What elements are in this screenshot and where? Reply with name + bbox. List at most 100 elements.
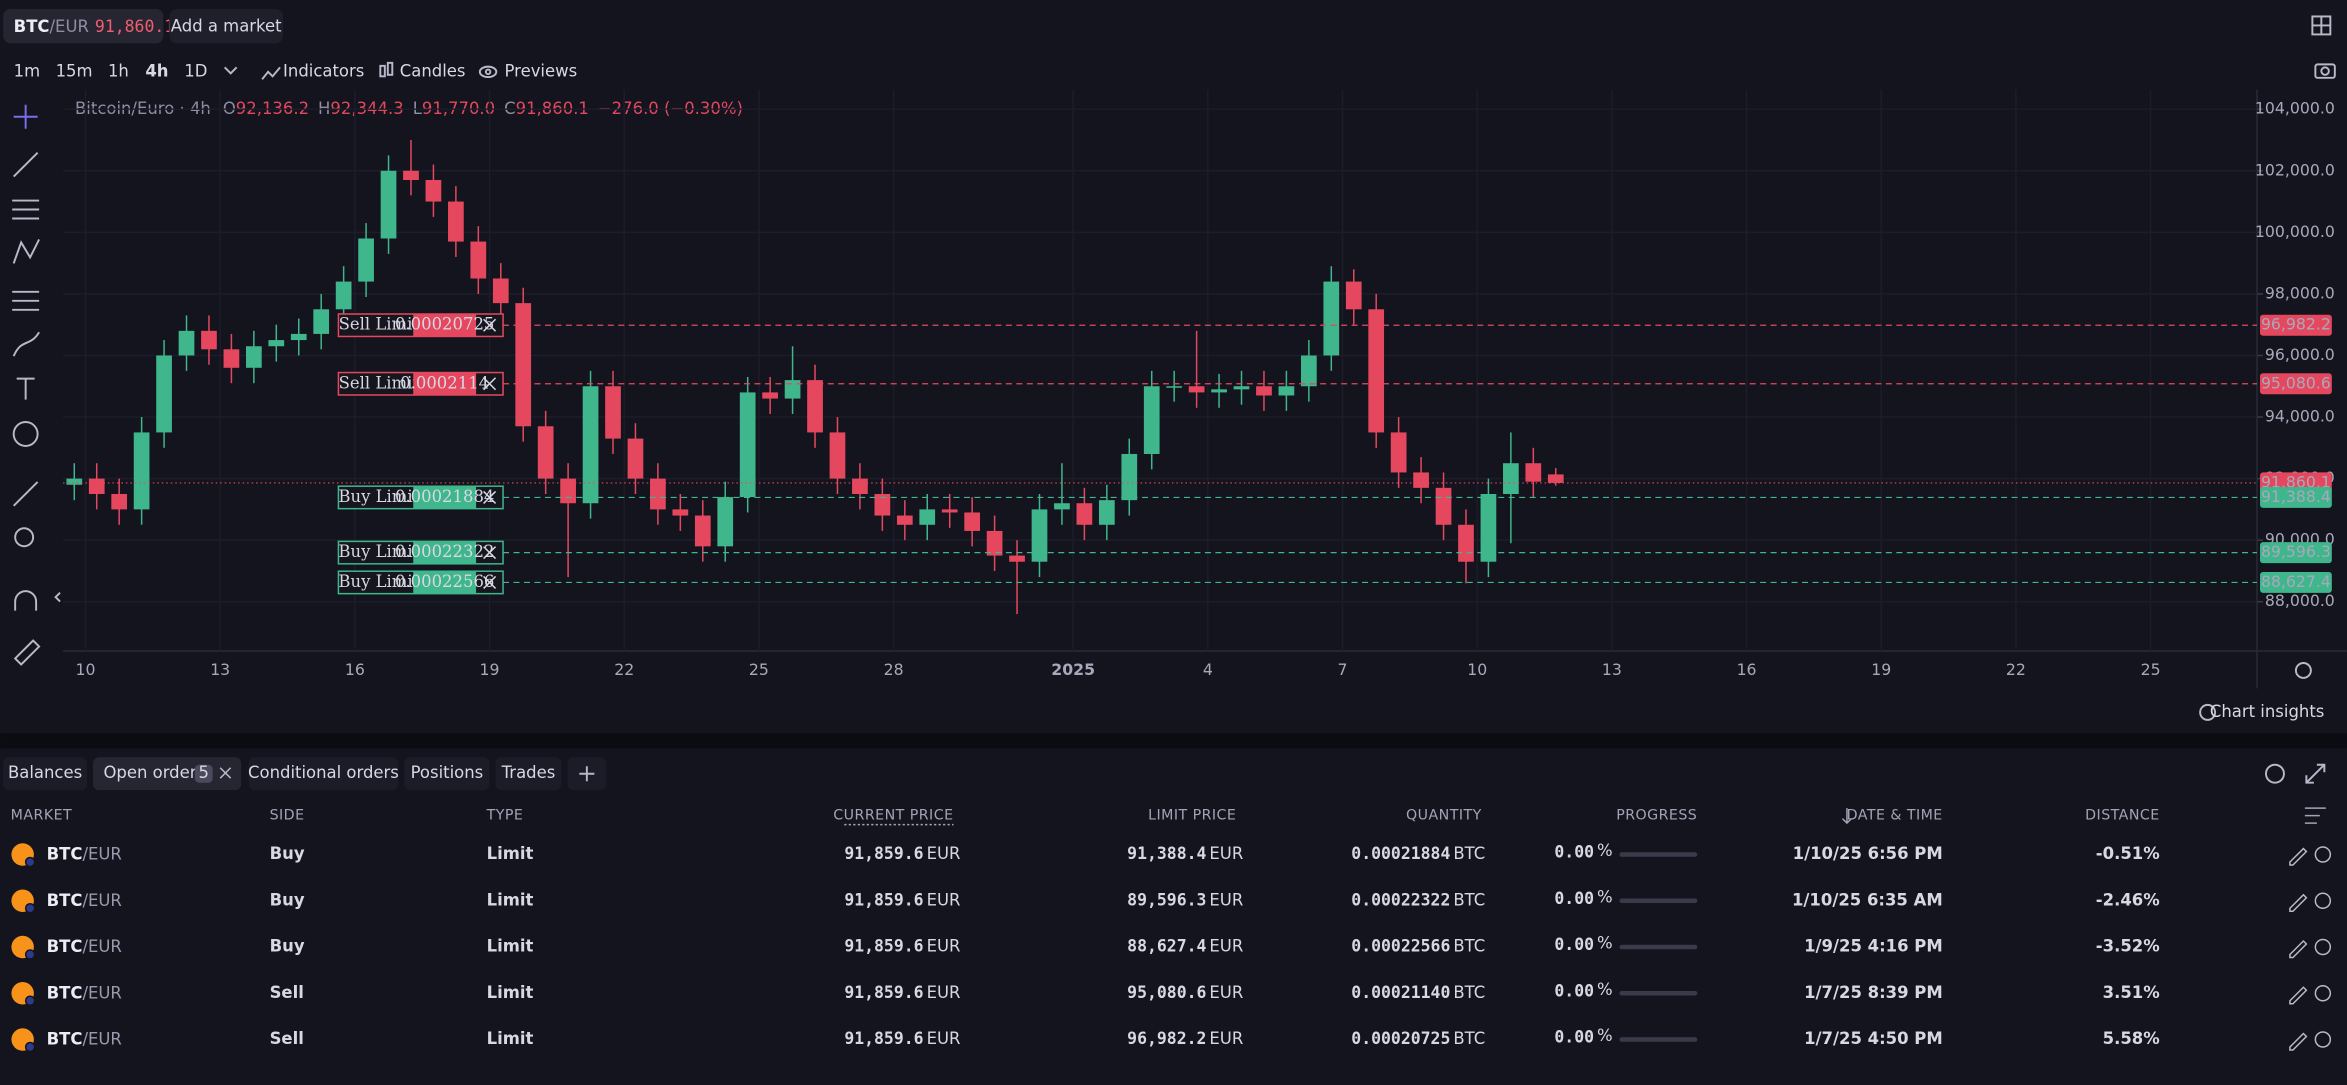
market-quote: /EUR <box>82 983 121 1002</box>
y-tick-label: 100,000.0 <box>2255 222 2335 241</box>
tab[interactable] <box>3 757 88 791</box>
market-quote: /EUR <box>82 937 121 956</box>
order-price-label: 88,627.4 <box>2261 572 2331 591</box>
column-header[interactable]: CURRENT PRICE <box>833 808 953 824</box>
interval-dropdown[interactable] <box>223 66 238 75</box>
progress: 0.00 <box>1554 1028 1594 1047</box>
candle-body <box>896 515 913 525</box>
edit-order[interactable] <box>2289 847 2308 866</box>
column-header[interactable]: QUANTITY <box>1406 808 1482 824</box>
progress-bar <box>1619 898 1698 904</box>
layout-icon[interactable] <box>2311 15 2332 36</box>
x-tick-label: 22 <box>2006 660 2026 679</box>
tab-label[interactable]: Balances <box>8 763 82 782</box>
column-header[interactable]: SIDE <box>270 808 305 824</box>
order-cancel[interactable] <box>483 575 497 589</box>
column-header[interactable]: LIMIT PRICE <box>1148 808 1236 824</box>
market-quote: /EUR <box>82 890 121 909</box>
current-price: 91,859.6 <box>844 844 923 863</box>
magnet-tool[interactable] <box>14 590 38 611</box>
panel-settings[interactable] <box>2265 763 2285 784</box>
cancel-order[interactable] <box>2314 892 2332 910</box>
current-price: 91,859.6 <box>844 1029 923 1048</box>
indicators-button[interactable]: Indicators <box>283 61 364 80</box>
candle-body <box>1188 386 1205 393</box>
symbol-price: 91,860.1 <box>95 16 174 35</box>
lock-tool[interactable] <box>13 639 41 666</box>
candle-body <box>852 478 868 494</box>
column-header[interactable]: DISTANCE <box>2085 808 2160 824</box>
emoji-tool[interactable] <box>12 421 39 447</box>
candle-body <box>627 438 644 479</box>
limit-price: 95,080.6 <box>1127 983 1206 1002</box>
tab-label[interactable]: Conditional orders <box>248 763 399 782</box>
cancel-order[interactable] <box>2314 938 2332 956</box>
forecast-tool[interactable] <box>12 290 40 311</box>
market-pill[interactable] <box>3 8 164 44</box>
tab[interactable] <box>404 757 490 791</box>
limit-price: 91,388.4 <box>1127 844 1206 863</box>
crosshair-tool[interactable] <box>13 104 38 129</box>
add-market-button[interactable] <box>169 8 284 44</box>
chart-insights[interactable]: Chart insights <box>2210 702 2324 721</box>
fib-tool[interactable] <box>12 199 40 220</box>
edit-order[interactable] <box>2289 1032 2308 1051</box>
tab[interactable] <box>248 757 399 791</box>
distance: -3.52% <box>2096 937 2160 956</box>
tab-close[interactable] <box>219 767 232 779</box>
order-qty-box <box>413 314 477 337</box>
tab-label[interactable]: Open orders <box>103 763 205 782</box>
columns-icon[interactable] <box>2304 807 2326 824</box>
interval-button[interactable]: 15m <box>56 61 93 80</box>
trendline-tool[interactable] <box>12 151 39 178</box>
market-label[interactable]: BTC/EUR 91,860.1 <box>14 16 175 35</box>
measure-tool[interactable] <box>12 481 39 507</box>
add-market-label[interactable]: Add a market <box>171 16 282 35</box>
column-header[interactable]: MARKET <box>11 808 73 824</box>
fiat-icon <box>24 1041 36 1053</box>
panel-expand[interactable] <box>2305 763 2326 784</box>
tab-label[interactable]: Positions <box>411 763 484 782</box>
screenshot-icon[interactable] <box>2314 63 2336 79</box>
column-header[interactable]: PROGRESS <box>1616 808 1697 824</box>
order-price-badge <box>2259 542 2332 564</box>
candle-body <box>515 303 532 427</box>
zoom-tool[interactable] <box>14 527 35 548</box>
order-cancel[interactable] <box>483 490 497 504</box>
market-quote: /EUR <box>82 844 121 863</box>
order-cancel[interactable] <box>483 318 497 332</box>
pattern-tool[interactable] <box>12 239 40 264</box>
edit-order[interactable] <box>2289 893 2308 912</box>
edit-order[interactable] <box>2289 986 2308 1005</box>
date-time: 1/9/25 4:16 PM <box>1804 937 1943 956</box>
column-header[interactable]: DATE & TIME <box>1847 808 1943 824</box>
order-cancel[interactable] <box>483 377 497 391</box>
chart-settings[interactable] <box>2294 661 2312 679</box>
interval-button[interactable]: 1m <box>14 61 41 80</box>
legend-value: 92,344.3 <box>330 99 403 118</box>
interval-button[interactable]: 4h <box>145 61 168 80</box>
cancel-order[interactable] <box>2314 846 2332 863</box>
edit-order[interactable] <box>2289 939 2308 959</box>
interval-button[interactable]: 1D <box>184 61 207 80</box>
tab-label[interactable]: Trades <box>501 763 556 782</box>
limit-price: 89,596.3 <box>1127 890 1206 909</box>
collapse-toolbar[interactable] <box>54 591 61 603</box>
distance: 3.51% <box>2103 983 2160 1002</box>
order-cancel[interactable] <box>483 546 497 560</box>
column-header[interactable]: TYPE <box>486 808 524 824</box>
cancel-order[interactable] <box>2314 1031 2332 1048</box>
brush-tool[interactable] <box>12 331 40 357</box>
candle-body <box>1076 503 1093 525</box>
candle-body <box>941 509 958 513</box>
limit-price: 96,982.2 <box>1127 1029 1206 1048</box>
progress-unit: % <box>1597 980 1613 999</box>
unit: BTC <box>1453 890 1485 909</box>
market: BTC/EUR <box>47 1029 122 1048</box>
interval-button[interactable]: 1h <box>108 61 129 80</box>
cancel-order[interactable] <box>2314 985 2332 1002</box>
tab[interactable] <box>495 757 562 791</box>
candles-button[interactable]: Candles <box>400 61 466 80</box>
text-tool[interactable] <box>16 377 35 400</box>
previews-button[interactable]: Previews <box>505 61 578 80</box>
